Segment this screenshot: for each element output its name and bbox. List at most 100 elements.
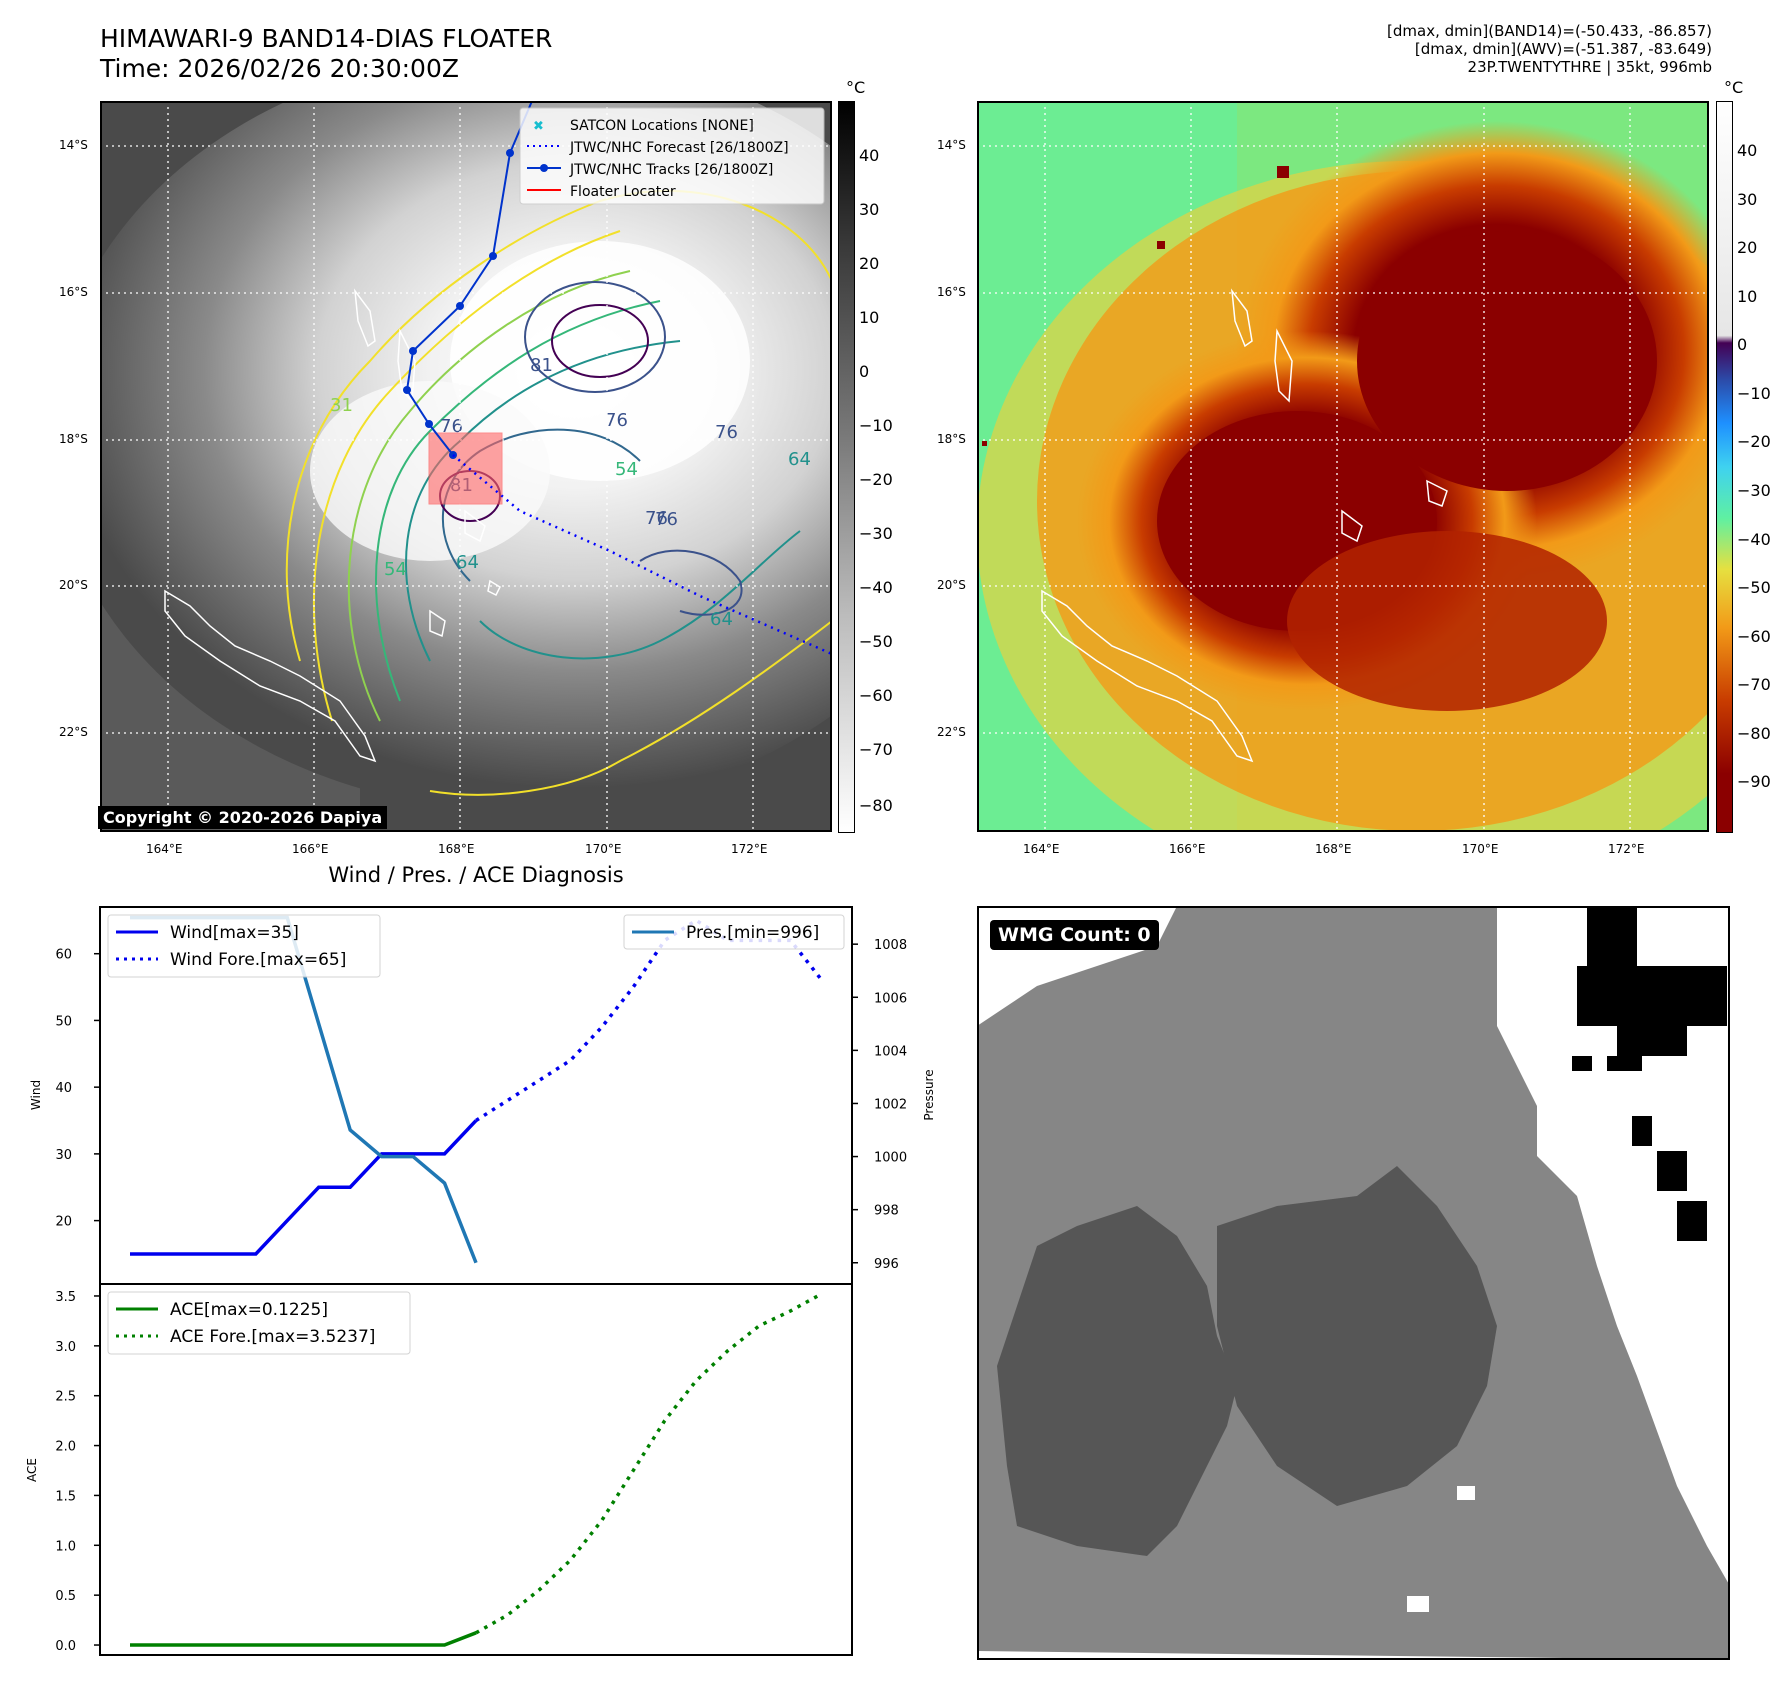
legend-ace: ACE[max=0.1225] [170,1300,328,1320]
pressure-tick-label: 1006 [874,991,907,1006]
lon-label: 172°E [731,842,768,856]
lat-label: 16°S [937,285,966,299]
pressure-tick-label: 1004 [874,1044,907,1059]
colorbar-tick: −10 [859,416,893,435]
wind-tick-label: 30 [55,1148,72,1163]
ace-tick-label: 3.0 [55,1340,76,1355]
pressure-legend: Pres.[min=996] [623,914,845,950]
pressure-tick-label: 1008 [874,938,907,953]
colorbar-tick: 20 [1737,238,1758,257]
ace-forecast-line [475,1292,823,1635]
colorbar-tick: −70 [1737,675,1771,694]
ace-tick-label: 3.5 [55,1290,76,1305]
satcon-marker-icon: ✖ [533,119,544,134]
lat-label: 14°S [59,138,88,152]
legend-ace-fore: ACE Fore.[max=3.5237] [170,1327,375,1347]
colorbar-tick: −40 [1737,530,1771,549]
figure-time: Time: 2026/02/26 20:30:00Z [100,54,459,83]
contour-label: 64 [456,552,479,573]
legend-forecast: JTWC/NHC Forecast [26/1800Z] [569,140,789,156]
colorbar-tick: −40 [859,578,893,597]
colorbar-tick: 40 [859,146,880,165]
colorbar-tick: 10 [1737,287,1758,306]
ace-ylabel: ACE [25,1458,39,1482]
ace-tick-label: 0.0 [55,1639,76,1654]
lat-label: 18°S [59,432,88,446]
colorbar-tick: −60 [1737,627,1771,646]
ace-legend: ACE[max=0.1225] ACE Fore.[max=3.5237] [107,1291,411,1355]
ace-tick-label: 0.5 [55,1589,76,1604]
ace-tick-label: 1.0 [55,1539,76,1554]
colorbar-tick: 30 [859,200,880,219]
legend-floater: Floater Locater [570,184,676,200]
meta-storm: 23P.TWENTYTHRE | 35kt, 996mb [1467,58,1712,76]
colorbar-tick: −20 [859,470,893,489]
wind-series-line [130,1119,478,1256]
contour-label: 76 [645,508,668,529]
meta-awv: [dmax, dmin](AWV)=(-51.387, -83.649) [1414,40,1712,58]
contour-label: 81 [530,355,553,376]
colorbar-tick: −10 [1737,384,1771,403]
lat-label: 22°S [59,725,88,739]
floater-locater-box [428,432,503,505]
wind-tick-label: 50 [55,1014,72,1029]
ir-map: 81 76 76 81 76 64 54 64 64 54 76 31 76 [100,101,832,832]
contour-label: 54 [384,559,407,580]
colorbar-tick: −60 [859,686,893,705]
wmg-dark-region-west [997,1206,1237,1556]
awv-colorbar-unit: °C [1724,78,1744,97]
contour-label: 76 [715,422,738,443]
diagnosis-charts: Wind Pressure ACE 20 30 40 50 60 996 998 1000 1… [25,906,936,1656]
ace-tick-label: 2.0 [55,1440,76,1455]
ir-grid [100,101,832,832]
wind-ylabel: Wind [29,1080,43,1110]
contour-label: 76 [440,416,463,437]
contour-label: 76 [655,509,678,530]
meta-band14: [dmax, dmin](BAND14)=(-50.433, -86.857) [1387,22,1712,40]
map-legend: ✖ SATCON Locations [NONE] JTWC/NHC Forec… [519,107,825,205]
ace-tick-label: 1.5 [55,1489,76,1504]
legend-tracks: JTWC/NHC Tracks [26/1800Z] [569,162,773,178]
lat-label: 14°S [937,138,966,152]
meta-text: [dmax, dmin](BAND14)=(-50.433, -86.857) … [1387,22,1712,76]
coastline-new-caledonia [164,589,377,763]
contour-label: 31 [330,395,353,416]
lon-label: 168°E [1315,842,1352,856]
ir-colorbar [838,101,855,833]
colorbar-tick: 20 [859,254,880,273]
pressure-tick-label: 998 [874,1204,899,1219]
colorbar-tick: 0 [1737,335,1748,354]
ace-tick-label: 2.5 [55,1390,76,1405]
lon-label: 172°E [1608,842,1645,856]
ir-colorbar-unit: °C [846,78,866,97]
wmg-count-badge: WMG Count: 0 [990,920,1159,950]
wind-tick-label: 40 [55,1081,72,1096]
colorbar-tick: −50 [859,632,893,651]
colorbar-tick: −30 [859,524,893,543]
wind-tick-label: 20 [55,1215,72,1230]
colorbar-tick: 40 [1737,141,1758,160]
legend-wind: Wind[max=35] [170,923,299,943]
lon-label: 170°E [1462,842,1499,856]
pressure-ylabel: Pressure [922,1069,936,1120]
diagnosis-title: Wind / Pres. / ACE Diagnosis [328,863,624,887]
lat-label: 20°S [59,578,88,592]
colorbar-tick: −80 [859,796,893,815]
figure-title: HIMAWARI-9 BAND14-DIAS FLOATER [100,24,553,53]
lon-label: 164°E [146,842,183,856]
colorbar-tick: 0 [859,362,870,381]
legend-pressure: Pres.[min=996] [686,923,819,943]
colorbar-tick: −90 [1737,772,1771,791]
colorbar-tick: −50 [1737,578,1771,597]
lat-label: 20°S [937,578,966,592]
legend-wind-fore: Wind Fore.[max=65] [170,950,346,970]
pressure-tick-label: 1000 [874,1151,907,1166]
lon-label: 170°E [585,842,622,856]
colorbar-tick: −30 [1737,481,1771,500]
contour-label: 64 [710,609,733,630]
jtwc-track [405,101,533,456]
ace-series-line [130,1631,477,1647]
awv-colorbar [1716,101,1733,833]
lat-label: 22°S [937,725,966,739]
colorbar-tick: 30 [1737,190,1758,209]
